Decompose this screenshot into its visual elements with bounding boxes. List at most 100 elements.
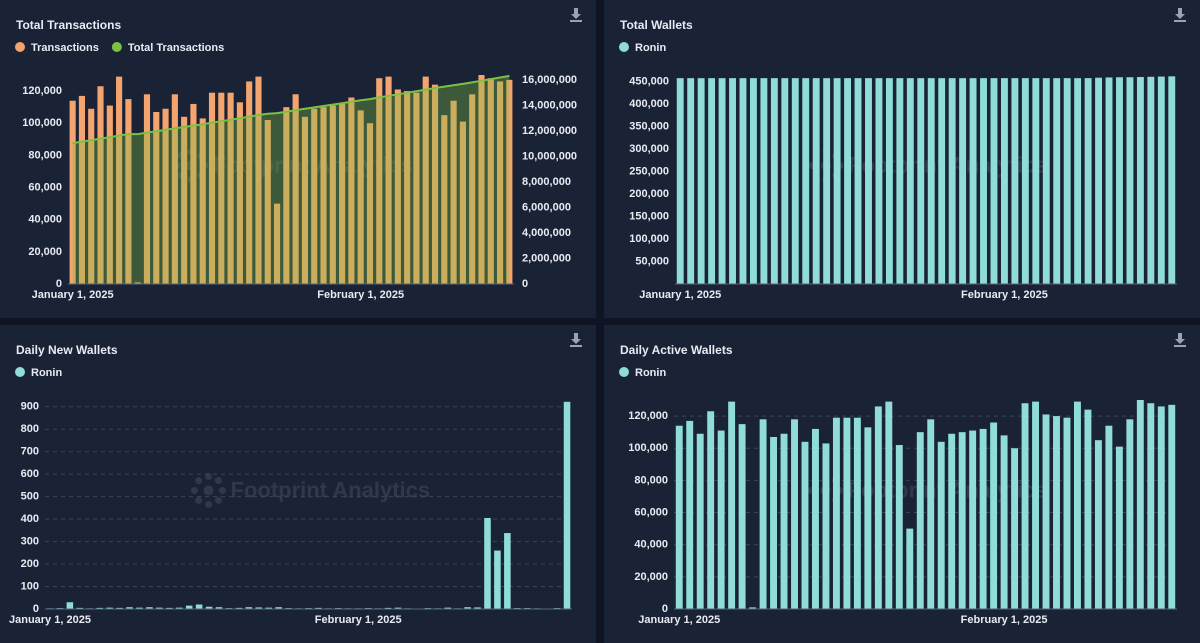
y2-tick-label: 4,000,000 [522,227,571,239]
bar [246,81,253,284]
bar [394,89,401,284]
bar [832,417,840,609]
bar [376,78,383,284]
bar [1063,78,1071,284]
bar [422,76,429,284]
bar [917,78,925,284]
bar [864,427,872,609]
bar [885,78,893,284]
bar [770,436,778,609]
bar [906,78,914,284]
bar [459,121,466,284]
bar [1136,77,1144,284]
bar [215,607,223,609]
download-button[interactable] [1174,8,1186,22]
bar [245,607,253,609]
bar [1063,417,1071,609]
bar [162,108,169,284]
bar [749,78,757,284]
chart-title: Total Wallets [620,18,693,32]
bar [823,78,831,284]
y-tick-label: 400 [21,513,39,525]
y-tick-label: 60,000 [634,506,668,518]
bar [1011,78,1019,284]
panel: Total TransactionsFootprint AnalyticsTra… [0,0,596,318]
bar [938,78,946,284]
bar [431,84,439,285]
bar [76,607,84,609]
bar [66,602,74,609]
bar [843,417,851,609]
y-tick-label: 100,000 [628,442,668,454]
bar [1168,404,1176,609]
legend-label: Total Transactions [128,42,224,54]
bar [404,91,411,284]
bar [1021,78,1029,284]
y-tick-label: 100,000 [22,117,62,129]
bar [1053,78,1061,284]
bar [136,607,143,609]
y-tick-label: 300,000 [629,143,669,155]
bar [1105,77,1113,284]
logo-center [203,485,214,496]
y2-tick-label: 10,000,000 [522,150,577,162]
bar [88,108,95,284]
bar [329,105,336,285]
legend-label: Transactions [31,42,99,54]
bar [301,116,309,284]
bar [496,81,504,284]
bar [255,76,262,284]
bar [484,517,491,609]
bar [802,78,810,284]
bar [686,420,694,609]
bar [1168,76,1176,284]
bar [175,607,183,609]
bar [563,401,571,609]
bar [948,78,956,284]
bar [357,110,364,284]
bar [1126,419,1134,609]
bar [181,116,188,284]
bar [875,78,883,284]
bar [1147,76,1155,284]
bar [185,605,193,609]
download-button[interactable] [570,333,582,347]
bar [97,86,104,284]
x-tick-label: January 1, 2025 [638,614,720,626]
download-button[interactable] [570,8,582,22]
y-tick-label: 200 [21,558,39,570]
logo-dot [205,473,212,480]
y-tick-label: 20,000 [28,246,62,258]
y-tick-label: 80,000 [28,149,62,161]
y-tick-label: 450,000 [629,76,669,88]
y-tick-label: 800 [21,423,39,435]
y-tick-label: 900 [21,401,39,413]
bar [874,406,882,609]
bar [958,432,966,609]
y-tick-label: 0 [33,603,39,615]
bar [190,103,197,284]
legend-swatch [111,42,122,52]
bar [990,422,998,609]
bar [265,607,273,609]
x-tick-label: February 1, 2025 [315,614,402,626]
bar [1032,78,1040,284]
download-button[interactable] [1174,333,1186,347]
bar [506,79,513,284]
logo-dot [205,501,212,508]
bar [273,203,281,284]
bar [1084,409,1092,609]
bar [1094,440,1102,609]
bar [413,92,420,284]
bar [195,604,203,609]
bar [1136,400,1144,609]
bar [106,105,113,285]
y-tick-label: 20,000 [634,571,668,583]
bar [264,120,271,284]
bar [236,102,243,284]
bar [1074,78,1082,284]
bar [494,550,501,609]
bar [969,430,977,609]
bar [339,103,346,284]
